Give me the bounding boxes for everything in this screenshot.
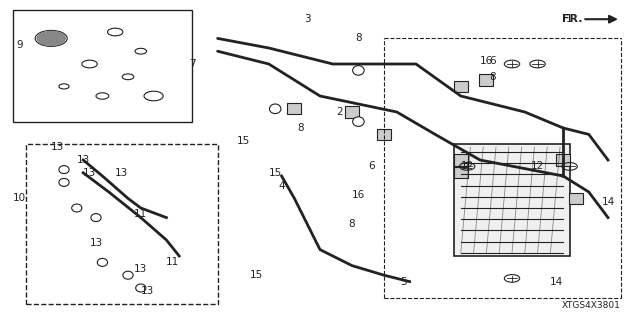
Text: 10: 10 xyxy=(13,193,26,204)
Text: 16: 16 xyxy=(352,190,365,200)
Ellipse shape xyxy=(97,259,108,266)
Text: 2: 2 xyxy=(336,107,342,117)
Bar xyxy=(454,155,468,166)
Text: 12: 12 xyxy=(461,161,474,172)
Text: 15: 15 xyxy=(269,168,282,178)
Bar xyxy=(377,129,391,140)
Bar xyxy=(345,106,359,118)
Text: 8: 8 xyxy=(349,219,355,229)
Ellipse shape xyxy=(269,104,281,114)
Text: 11: 11 xyxy=(166,257,179,268)
Text: 13: 13 xyxy=(115,168,128,178)
Ellipse shape xyxy=(91,214,101,222)
Ellipse shape xyxy=(72,204,82,212)
Bar xyxy=(454,81,468,92)
Text: 13: 13 xyxy=(83,168,96,178)
Text: 13: 13 xyxy=(90,238,102,248)
Circle shape xyxy=(37,31,65,45)
Bar xyxy=(569,193,583,204)
Text: 6: 6 xyxy=(368,161,374,172)
Text: 8: 8 xyxy=(355,33,362,44)
Bar xyxy=(556,155,570,166)
Ellipse shape xyxy=(353,117,364,126)
Text: FR.: FR. xyxy=(562,14,582,24)
Text: 14: 14 xyxy=(602,196,614,207)
Bar xyxy=(287,103,301,115)
Bar xyxy=(454,144,570,256)
Text: 3: 3 xyxy=(304,14,310,24)
Bar xyxy=(479,74,493,86)
Text: 1: 1 xyxy=(566,14,573,24)
Text: 7: 7 xyxy=(189,59,195,69)
Ellipse shape xyxy=(136,284,146,292)
Ellipse shape xyxy=(353,66,364,75)
Bar xyxy=(454,167,468,179)
Text: 12: 12 xyxy=(531,161,544,172)
Text: 9: 9 xyxy=(16,40,22,50)
Text: 8: 8 xyxy=(298,123,304,133)
Ellipse shape xyxy=(123,271,133,279)
Text: 13: 13 xyxy=(51,142,64,152)
Text: 16: 16 xyxy=(480,56,493,66)
Text: 4: 4 xyxy=(278,180,285,191)
Text: 13: 13 xyxy=(77,155,90,165)
Bar xyxy=(26,144,218,304)
Text: 15: 15 xyxy=(250,270,262,280)
Text: 13: 13 xyxy=(141,286,154,296)
Text: 11: 11 xyxy=(134,209,147,220)
Text: 5: 5 xyxy=(400,276,406,287)
Ellipse shape xyxy=(59,166,69,173)
Text: 6: 6 xyxy=(490,56,496,66)
Bar xyxy=(13,10,192,122)
Text: 8: 8 xyxy=(490,72,496,82)
Text: 15: 15 xyxy=(237,136,250,146)
Text: 14: 14 xyxy=(550,276,563,287)
Ellipse shape xyxy=(59,179,69,186)
Text: 13: 13 xyxy=(134,264,147,274)
Text: XTGS4X3801: XTGS4X3801 xyxy=(562,301,621,310)
